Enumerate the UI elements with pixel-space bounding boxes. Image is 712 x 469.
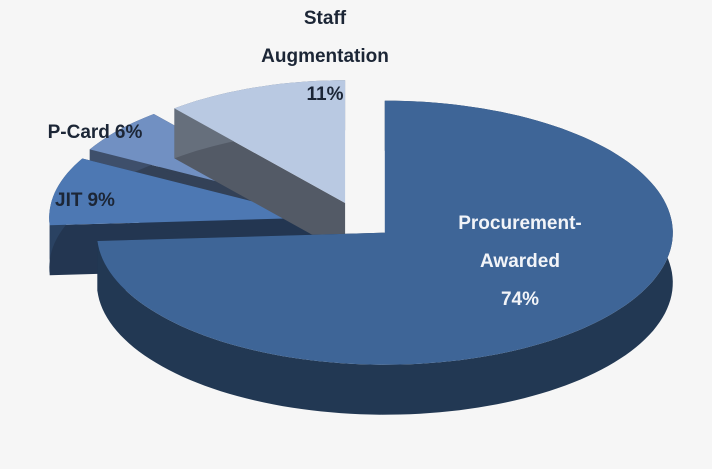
slice [174,80,346,203]
data-label: Procurement-Awarded 74% [420,205,620,319]
category-label: Staff Augmentation [261,8,389,67]
category-label: JIT [55,190,83,211]
value-label: 6% [114,122,143,143]
data-label: P-Card 6% [30,114,160,152]
value-label: 11% [306,84,344,105]
data-label: Staff Augmentation 11% [225,0,425,114]
slice [49,158,318,226]
value-label: 74% [500,289,540,310]
slice [174,80,346,254]
category-label: Procurement-Awarded [458,213,582,272]
data-label: JIT 9% [30,182,140,220]
slice [97,100,673,415]
slice [97,100,673,365]
value-label: 9% [87,190,115,211]
category-label: P-Card [47,122,110,143]
